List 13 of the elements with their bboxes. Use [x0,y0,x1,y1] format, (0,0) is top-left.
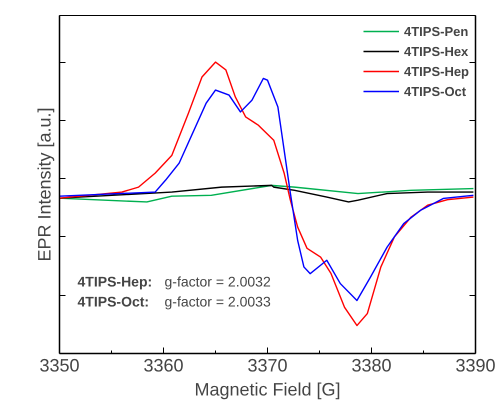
legend-label: 4TIPS-Oct [404,84,466,98]
annotation: 4TIPS-Oct: g-factor = 2.0033 [78,294,271,310]
annotation: 4TIPS-Hep: g-factor = 2.0032 [78,274,271,290]
legend-label: 4TIPS-Hex [404,44,468,58]
y-axis-title: EPR Intensity [a.u.] [34,107,54,262]
x-tick-label: 3360 [143,356,184,376]
legend-label: 4TIPS-Pen [404,24,468,38]
legend-label: 4TIPS-Hep [404,64,469,78]
x-axis-title: Magnetic Field [G] [194,380,341,400]
x-tick-label: 3380 [351,356,392,376]
x-tick-label: 3350 [39,356,80,376]
x-tick-label: 3390 [455,356,496,376]
x-tick-label: 3370 [247,356,288,376]
